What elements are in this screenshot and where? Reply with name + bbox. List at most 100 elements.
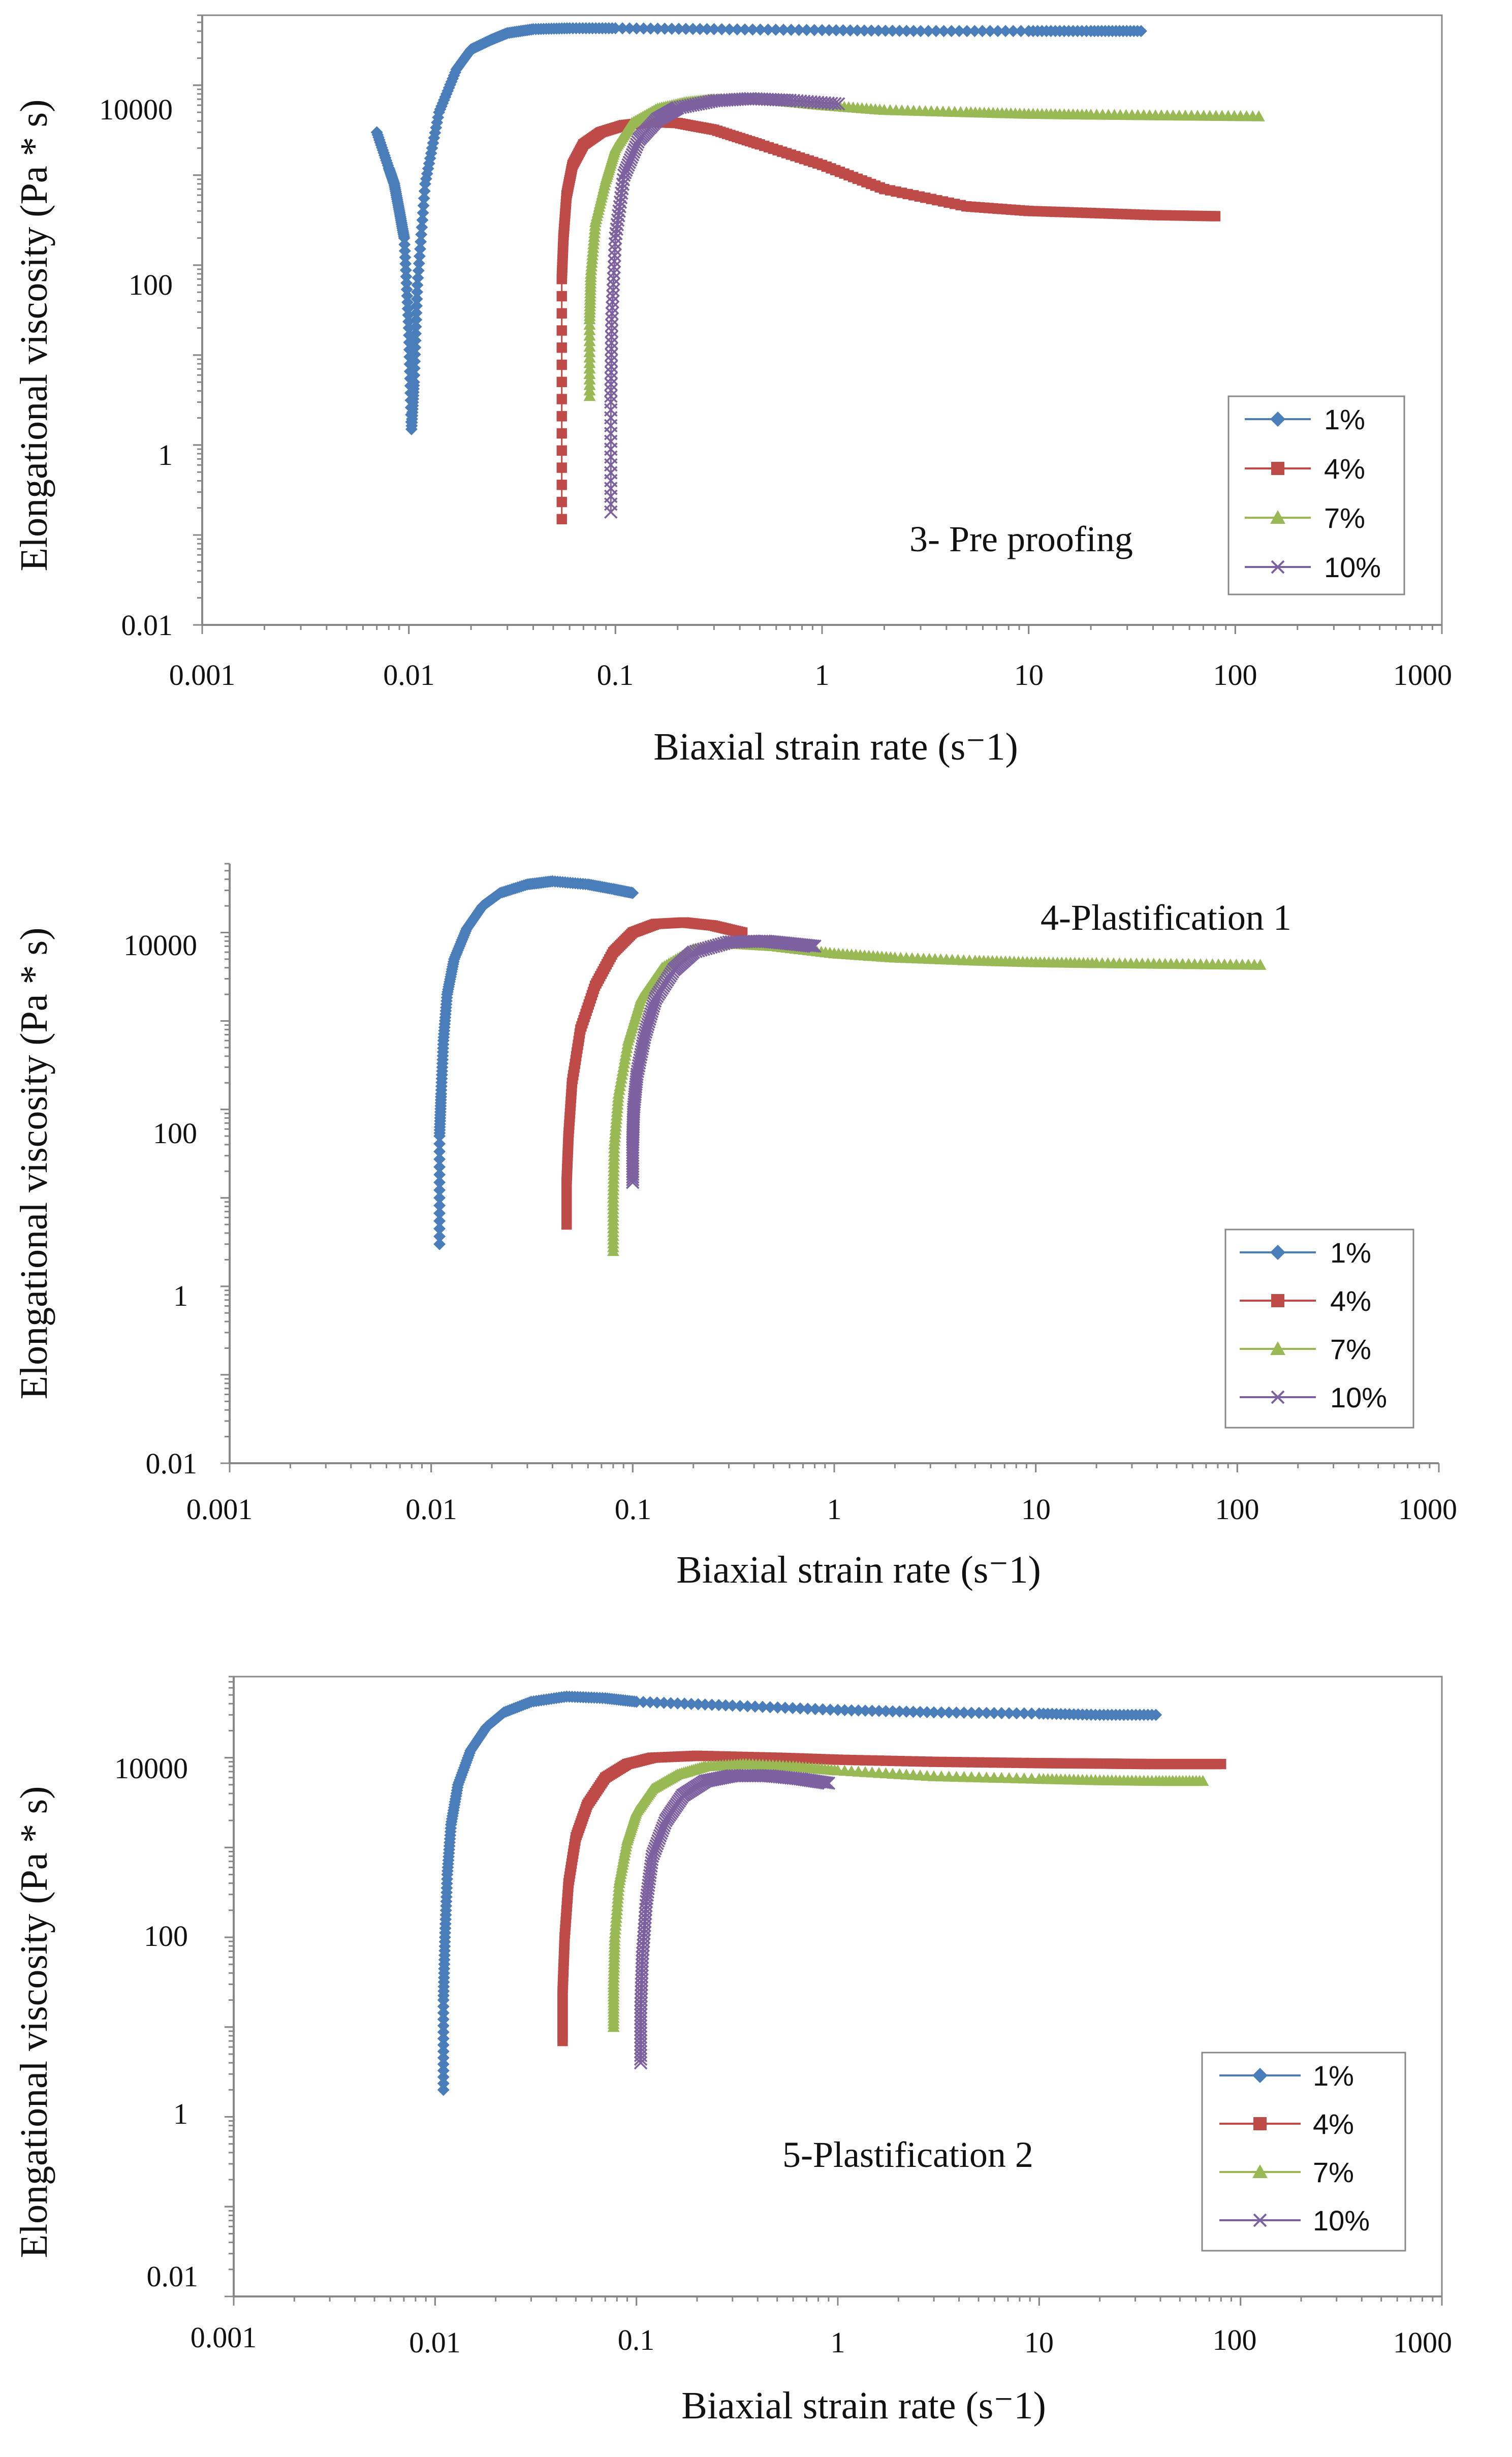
data-point xyxy=(556,291,567,302)
data-point xyxy=(630,1070,644,1084)
data-point xyxy=(701,23,713,36)
data-point xyxy=(399,251,412,264)
data-point xyxy=(1196,1775,1209,1786)
legend-marker xyxy=(1252,2164,1268,2178)
data-point xyxy=(636,1039,650,1053)
axis-ticks xyxy=(193,14,1443,634)
data-point xyxy=(879,1705,892,1718)
data-point xyxy=(922,25,935,38)
data-point xyxy=(691,944,705,958)
data-point xyxy=(822,1776,836,1790)
data-point xyxy=(634,1048,648,1061)
legend-item: 1% xyxy=(1240,1237,1371,1269)
data-point xyxy=(411,293,423,305)
data-point xyxy=(958,1707,970,1719)
data-point xyxy=(657,1696,670,1709)
data-point xyxy=(808,939,822,953)
legend-label: 4% xyxy=(1324,453,1365,485)
data-point xyxy=(609,22,622,35)
data-point xyxy=(409,341,422,354)
data-point xyxy=(961,25,973,38)
data-point xyxy=(988,1707,1000,1719)
series-7pct xyxy=(607,1758,1209,2032)
data-point xyxy=(1018,1772,1030,1784)
data-point xyxy=(633,1053,647,1067)
data-point xyxy=(686,945,700,959)
data-point xyxy=(1025,1707,1038,1720)
data-point xyxy=(708,23,720,36)
legend-item: 7% xyxy=(1240,1333,1371,1365)
y-axis-title: Elongational viscosity (Pa * s) xyxy=(13,1786,55,2258)
series-layer xyxy=(437,1690,1226,2096)
series-4pct xyxy=(556,116,1221,524)
data-point xyxy=(605,306,619,321)
data-point xyxy=(858,24,871,37)
legend-marker xyxy=(1252,2068,1268,2083)
data-point xyxy=(437,2052,450,2064)
data-point xyxy=(852,1704,865,1717)
legend-item: 4% xyxy=(1219,2108,1354,2140)
x-tick-label: 1000 xyxy=(1393,2326,1452,2359)
x-tick-label: 0.001 xyxy=(191,2321,257,2354)
data-point xyxy=(630,1695,643,1708)
x-tick-labels: 0.001 0.01 0.1 1 10 100 1000 xyxy=(191,2321,1452,2359)
data-point xyxy=(437,2038,450,2051)
data-point xyxy=(646,1002,659,1016)
data-point xyxy=(637,1033,651,1047)
data-point xyxy=(605,324,619,338)
data-point xyxy=(779,1702,792,1714)
data-point xyxy=(604,365,618,380)
data-point xyxy=(408,355,421,368)
x-tick-label: 10 xyxy=(1021,1493,1051,1526)
data-point xyxy=(556,480,567,490)
data-point xyxy=(816,1703,829,1716)
chart-panel-pre-proofing: 0.001 0.01 0.1 1 10 100 1000 0.01 1 100 … xyxy=(13,14,1452,768)
data-point xyxy=(605,301,619,314)
data-point xyxy=(608,254,621,268)
legend-label: 10% xyxy=(1330,1381,1387,1413)
data-point xyxy=(433,1215,446,1227)
data-point xyxy=(935,1706,948,1719)
data-point xyxy=(686,23,699,36)
data-point xyxy=(777,23,790,36)
data-point xyxy=(631,1062,645,1076)
data-point xyxy=(865,24,878,37)
data-point xyxy=(756,1700,769,1713)
data-point xyxy=(433,1138,446,1150)
data-point xyxy=(697,942,710,956)
data-point xyxy=(820,1776,834,1790)
data-point xyxy=(830,24,842,37)
legend-label: 7% xyxy=(1324,502,1365,534)
legend-marker xyxy=(1271,1294,1284,1307)
data-point xyxy=(638,1030,651,1045)
data-point xyxy=(556,359,567,370)
data-point xyxy=(762,23,774,36)
data-point xyxy=(437,2064,450,2077)
legend-item: 1% xyxy=(1219,2060,1354,2092)
data-point xyxy=(845,1704,858,1717)
data-point xyxy=(900,24,913,37)
data-point xyxy=(630,22,643,35)
legend-label: 7% xyxy=(1313,2156,1354,2188)
data-point xyxy=(408,348,421,361)
legend-label: 4% xyxy=(1313,2108,1354,2140)
chart-panel-plastification-2: 0.001 0.01 0.1 1 10 100 1000 0.01 1 100 … xyxy=(13,1676,1452,2427)
chart-panel-plastification-1: 0.001 0.01 0.1 1 10 100 1000 0.01 1 100 … xyxy=(13,863,1457,1591)
legend-marker xyxy=(1271,560,1285,574)
legend-item: 10% xyxy=(1219,2204,1370,2236)
legend-item: 7% xyxy=(1245,502,1365,534)
data-point xyxy=(605,318,619,332)
data-point xyxy=(433,1145,446,1158)
data-point xyxy=(433,1153,446,1166)
data-point xyxy=(417,206,429,219)
data-point xyxy=(437,2058,450,2070)
data-point xyxy=(437,2032,450,2045)
legend-marker xyxy=(1270,510,1285,524)
data-point xyxy=(433,1207,446,1219)
data-point xyxy=(702,941,715,955)
data-point xyxy=(886,24,899,37)
data-point xyxy=(415,228,428,241)
data-point xyxy=(838,1704,851,1717)
data-point xyxy=(794,1702,806,1715)
legend-item: 7% xyxy=(1219,2156,1354,2188)
